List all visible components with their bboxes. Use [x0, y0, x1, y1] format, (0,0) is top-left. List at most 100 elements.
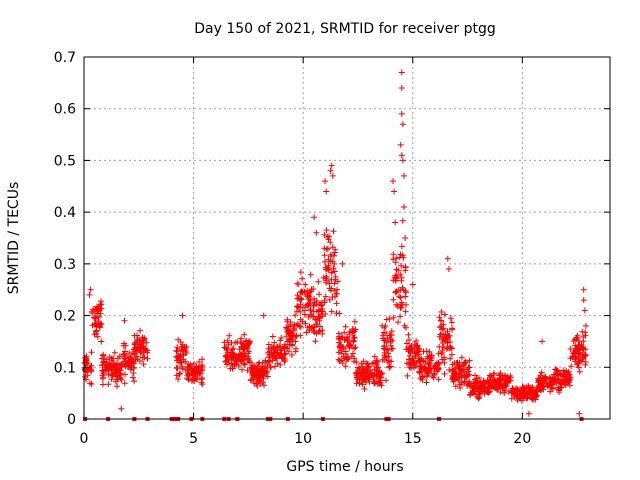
data-point [448, 319, 455, 326]
data-point [331, 268, 338, 275]
data-point [336, 339, 343, 346]
data-point [576, 358, 583, 365]
data-point [358, 360, 365, 367]
y-tick-label: 0.1 [54, 360, 76, 376]
data-point [465, 364, 472, 371]
data-point [525, 410, 532, 417]
data-point [242, 343, 249, 350]
data-point [395, 319, 401, 326]
data-point [473, 380, 480, 387]
data-point [174, 344, 181, 351]
data-point [131, 378, 138, 385]
data-point [415, 348, 422, 355]
data-point [393, 301, 400, 308]
data-point [100, 358, 107, 365]
data-point [402, 235, 409, 241]
data-point [398, 243, 405, 250]
data-point [127, 355, 134, 361]
data-point [421, 364, 428, 371]
data-point [332, 293, 338, 300]
x-tick-label: 20 [513, 431, 531, 447]
data-point [312, 338, 319, 345]
data-point [402, 289, 409, 296]
data-point [472, 386, 478, 393]
data-point [455, 377, 462, 384]
data-point [393, 288, 400, 295]
data-point [505, 376, 512, 383]
data-point [580, 297, 587, 304]
data-point [383, 339, 390, 346]
data-point [486, 372, 493, 379]
data-point [392, 289, 399, 296]
data-point [293, 308, 300, 315]
data-point [82, 359, 89, 366]
data-point [294, 303, 301, 310]
data-point [544, 382, 551, 389]
data-point [425, 369, 432, 376]
data-point [449, 325, 455, 332]
data-point [199, 375, 206, 382]
data-point [140, 354, 147, 361]
data-point [124, 359, 131, 366]
data-point [229, 362, 236, 369]
data-point [482, 381, 489, 388]
data-point [528, 387, 535, 394]
data-point [392, 259, 399, 266]
y-axis-label: SRMTID / TECUs [6, 182, 22, 295]
data-point [322, 264, 329, 271]
data-point [245, 358, 252, 364]
data-point [351, 345, 358, 352]
data-point [423, 348, 430, 355]
data-point [430, 374, 437, 381]
data-point [435, 376, 442, 383]
data-point [457, 385, 464, 391]
data-point [93, 303, 100, 310]
data-point [122, 371, 128, 378]
y-tick-label: 0.6 [54, 102, 76, 118]
data-point [96, 322, 103, 329]
data-point [341, 329, 348, 336]
data-point [124, 353, 131, 360]
data-point [284, 345, 291, 352]
data-point [176, 354, 183, 361]
data-point [497, 389, 504, 395]
data-point [321, 252, 328, 259]
data-point [333, 290, 340, 297]
data-point [249, 365, 255, 372]
data-point [120, 342, 127, 349]
data-point [568, 363, 575, 370]
data-point [182, 346, 189, 352]
data-point [438, 317, 444, 324]
data-point [98, 338, 105, 345]
data-point [319, 330, 326, 337]
data-point [199, 356, 206, 363]
data-point [87, 380, 93, 387]
data-point [265, 359, 272, 365]
data-point [296, 304, 302, 311]
data-point [427, 354, 434, 361]
data-point [440, 340, 446, 346]
data-point [405, 356, 412, 363]
data-point [94, 333, 101, 340]
data-point [248, 376, 255, 383]
data-point [559, 373, 566, 380]
data-point [111, 349, 118, 356]
data-point [116, 353, 123, 360]
data-point [398, 85, 405, 91]
data-point [384, 335, 391, 341]
data-point [388, 345, 395, 352]
data-point [398, 152, 405, 159]
data-point [402, 308, 409, 315]
data-point [402, 293, 409, 300]
data-point [134, 356, 141, 363]
data-point [328, 162, 335, 169]
data-point [267, 357, 274, 364]
data-point [417, 369, 424, 376]
data-point [92, 320, 99, 327]
data-point [387, 338, 394, 345]
data-point [318, 308, 325, 314]
data-point [403, 324, 409, 331]
data-point [260, 312, 267, 319]
data-point [278, 354, 285, 361]
